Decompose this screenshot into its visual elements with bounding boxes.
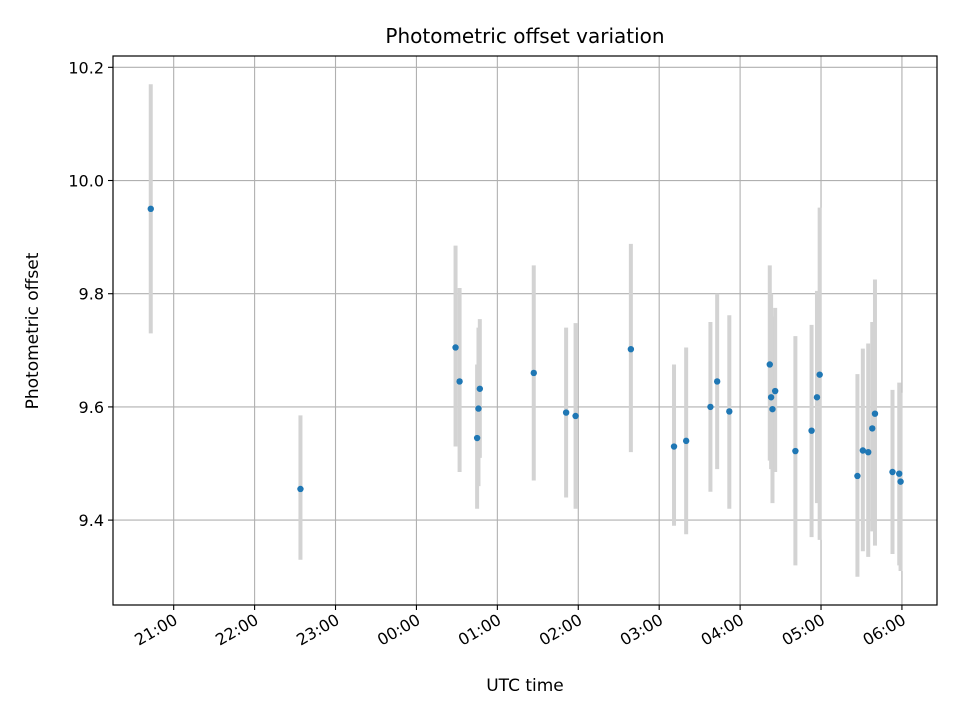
y-tick-label: 10.0 [68,172,104,191]
data-point [865,448,872,456]
y-tick-label: 10.2 [68,58,104,77]
data-point [859,447,867,454]
data-point [813,394,821,401]
data-point [452,344,459,351]
data-point [767,394,775,401]
data-point [792,447,799,455]
data-point [627,345,635,353]
data-point [682,437,690,445]
data-point [473,434,481,442]
data-point [707,403,714,411]
data-point [766,361,773,368]
x-axis-title: UTC time [486,676,564,696]
data-point [896,470,903,477]
y-tick-label: 9.6 [79,398,104,417]
data-point [476,385,484,392]
grid-lines [113,56,937,605]
data-point [808,427,815,434]
data-point [562,409,570,416]
y-tick-label: 9.4 [79,511,104,530]
y-tick-label: 9.8 [79,285,104,304]
data-point [871,410,879,417]
data-point [713,378,721,385]
data-point [897,478,904,485]
data-point [297,485,304,493]
data-point [456,378,463,385]
data-point [475,405,482,412]
data-point [726,408,733,415]
plot-area-frame [112,55,938,606]
data-point [670,443,678,450]
data-point [854,472,861,480]
data-point [769,405,776,413]
data-point [530,369,537,377]
data-point [816,371,823,378]
data-points [147,205,904,493]
chart-title: Photometric offset variation [385,24,664,48]
data-point [572,412,579,420]
data-point [889,468,896,476]
data-point [869,425,876,432]
data-point [147,205,154,213]
data-point [771,387,779,395]
y-axis-title: Photometric offset [23,252,43,409]
